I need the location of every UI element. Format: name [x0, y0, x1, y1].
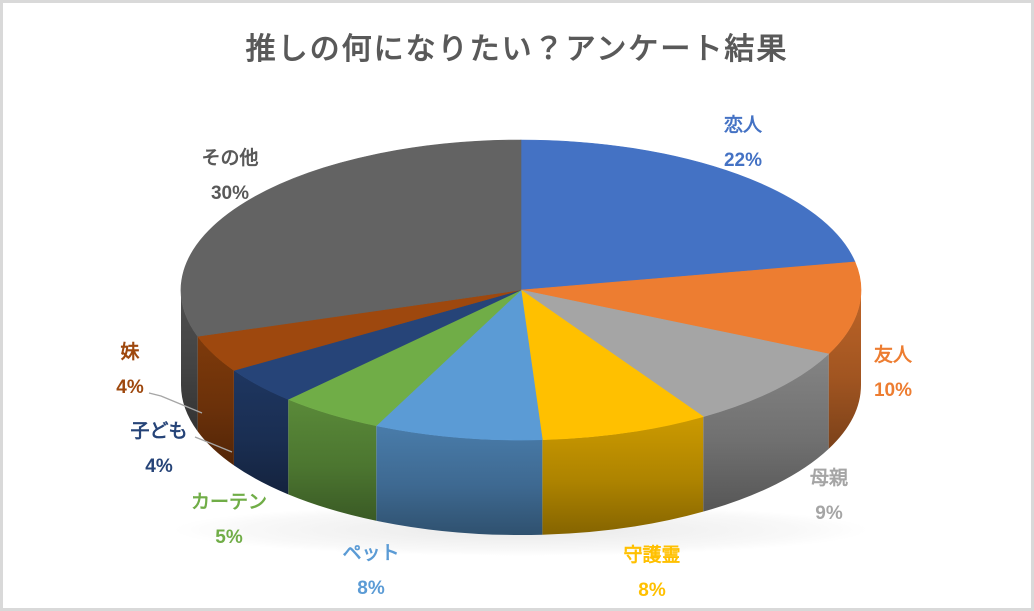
data-labels: 恋人 22% 友人 10% 母親 9% 守護霊 8% ペット 8% カーテン 5% 子ども 4% 妹 4% その…	[116, 114, 913, 601]
leader-line-0	[148, 392, 203, 414]
data-label-value-8: 30%	[211, 183, 249, 204]
pie-slice-side-2	[703, 353, 829, 512]
data-label-name-4: ペット	[342, 543, 399, 564]
pie-slice-side-3	[542, 416, 704, 535]
pie-slice-1[interactable]	[520, 261, 862, 355]
pie-slice-side-7	[197, 336, 234, 466]
data-label-value-2: 9%	[815, 503, 843, 524]
data-label-value-1: 10%	[874, 380, 912, 401]
pie-slice-4[interactable]	[375, 289, 543, 441]
data-label-value-0: 22%	[724, 150, 762, 171]
pie-top-slices	[180, 139, 862, 441]
pie-slice-side-5	[288, 399, 377, 521]
pie-slice-0[interactable]	[520, 139, 856, 291]
pie-slice-side-6	[233, 370, 289, 495]
data-label-name-6: 子ども	[130, 420, 187, 442]
pie-slice-side-4	[376, 425, 543, 535]
leader-line-1	[194, 436, 233, 453]
data-label-name-5: カーテン	[191, 491, 267, 513]
pie-slice-2[interactable]	[520, 289, 830, 417]
data-label-name-1: 友人	[874, 343, 913, 366]
pie-slice-8[interactable]	[180, 139, 522, 337]
data-label-value-6: 4%	[145, 456, 173, 477]
pie-chart: 恋人 22% 友人 10% 母親 9% 守護霊 8% ペット 8% カーテン 5% 子ども 4% 妹 4% その…	[116, 114, 913, 601]
chart-title: 推しの何になりたい？アンケート結果	[245, 33, 789, 66]
pie-side-walls	[181, 290, 861, 535]
data-label-value-3: 8%	[638, 580, 666, 601]
data-label-value-7: 4%	[116, 377, 144, 398]
pie-slice-side-8	[181, 290, 198, 432]
data-label-value-5: 5%	[215, 527, 243, 548]
data-label-name-2: 母親	[810, 467, 848, 489]
pie-slice-3[interactable]	[520, 289, 704, 441]
pie-slice-side-1	[828, 290, 861, 449]
data-label-name-0: 恋人	[724, 114, 763, 136]
data-label-name-7: 妹	[120, 340, 139, 363]
data-label-name-8: その他	[201, 146, 258, 169]
data-label-name-3: 守護霊	[623, 544, 680, 566]
data-label-value-4: 8%	[357, 578, 385, 599]
